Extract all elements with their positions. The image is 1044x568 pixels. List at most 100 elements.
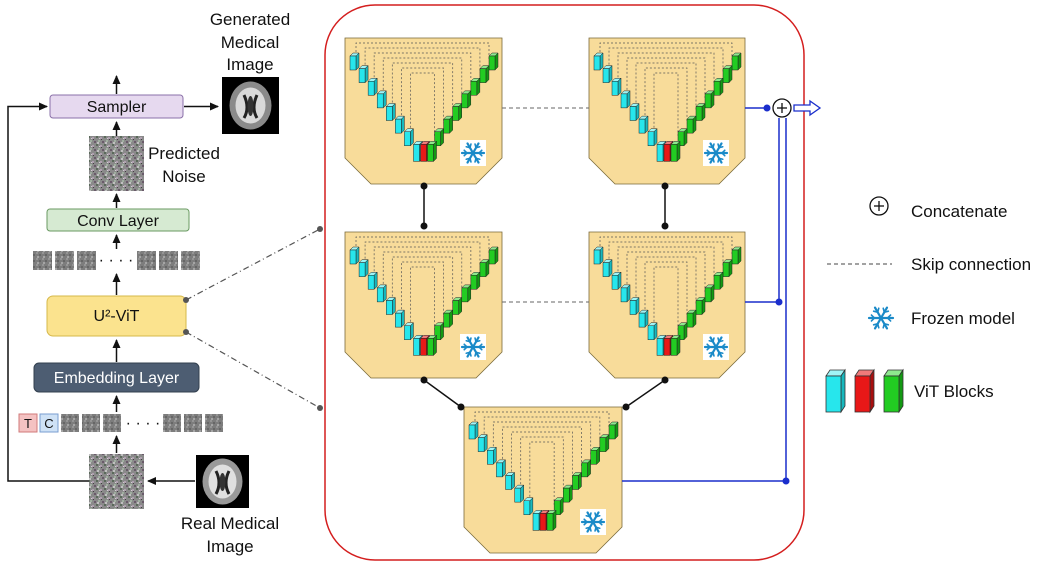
vit-block-cyan bbox=[468, 421, 479, 440]
sampler-box bbox=[49, 94, 184, 119]
vit-block-cyan bbox=[523, 497, 534, 516]
vit-block-green bbox=[553, 497, 564, 516]
legend-skip-connection: Skip connection bbox=[827, 255, 1031, 274]
vit-block-green bbox=[461, 284, 472, 303]
vit-block-cyan bbox=[376, 90, 387, 109]
vit-block-green bbox=[695, 296, 706, 316]
svg-text:Concatenate: Concatenate bbox=[911, 202, 1007, 221]
vit-block-cyan bbox=[394, 115, 405, 134]
vit-block-cyan bbox=[486, 446, 497, 465]
conv-layer-label: Conv Layer bbox=[77, 213, 159, 230]
vit-block-green bbox=[713, 271, 724, 290]
vit-block-green bbox=[571, 471, 583, 491]
vit-block-green bbox=[470, 271, 481, 290]
sampler-label: Sampler bbox=[87, 99, 147, 116]
vit-block-cyan bbox=[495, 459, 507, 478]
svg-text:ViT Blocks: ViT Blocks bbox=[914, 382, 994, 401]
vit-block-cyan bbox=[403, 128, 415, 147]
unet-module-top-right bbox=[588, 37, 746, 185]
svg-text:Generated: Generated bbox=[210, 10, 290, 29]
generated-brain-image bbox=[222, 77, 279, 134]
snowflake-icon bbox=[867, 306, 895, 330]
vit-block-green bbox=[670, 140, 681, 162]
conv-layer-box bbox=[46, 208, 190, 232]
vit-block-green-icon bbox=[883, 368, 904, 414]
zoom-line-top bbox=[185, 228, 321, 301]
token-row-bottom: T C · · · · bbox=[18, 413, 223, 433]
token-row-top: · · · · bbox=[33, 251, 200, 270]
vit-block-cyan bbox=[477, 434, 488, 453]
svg-text:· · · ·: · · · · bbox=[126, 415, 161, 432]
vit-block-cyan bbox=[620, 90, 631, 109]
vit-block-cyan bbox=[349, 52, 360, 71]
snowflake-icon bbox=[460, 142, 486, 164]
vit-block-green bbox=[731, 52, 742, 71]
svg-text:C: C bbox=[44, 416, 53, 431]
vit-block-cyan bbox=[638, 115, 649, 134]
vit-block-green bbox=[686, 115, 697, 134]
vit-block-cyan bbox=[629, 102, 640, 122]
vit-block-cyan bbox=[629, 296, 640, 316]
vit-block-green bbox=[722, 65, 733, 84]
legend: Concatenate Skip connection Frozen model bbox=[825, 196, 1031, 414]
vit-block-green bbox=[479, 65, 490, 84]
vit-block-cyan bbox=[385, 102, 396, 122]
vit-block-green bbox=[704, 90, 715, 109]
vit-block-green bbox=[695, 102, 706, 122]
vit-block-green bbox=[562, 484, 573, 503]
vit-block-green bbox=[461, 90, 472, 109]
vit-block-green bbox=[704, 284, 715, 303]
vit-block-cyan bbox=[638, 309, 649, 328]
unet-modules bbox=[344, 37, 746, 554]
vit-block-green bbox=[608, 421, 619, 440]
vit-block-green bbox=[433, 128, 445, 147]
u2vit-detail-frame bbox=[324, 4, 805, 561]
vit-block-green bbox=[670, 334, 681, 356]
vit-block-cyan bbox=[367, 271, 378, 290]
vit-block-green bbox=[488, 52, 499, 71]
svg-text:Noise: Noise bbox=[162, 167, 205, 186]
vit-block-green bbox=[677, 128, 688, 147]
real-brain-image bbox=[196, 455, 249, 508]
vit-block-cyan bbox=[611, 271, 622, 290]
vit-block-green bbox=[470, 77, 481, 96]
vit-block-green bbox=[452, 296, 463, 316]
vit-block-cyan bbox=[403, 322, 415, 341]
vit-block-green bbox=[479, 259, 490, 278]
vit-block-green bbox=[443, 115, 454, 134]
svg-text:Skip connection: Skip connection bbox=[911, 255, 1031, 274]
vit-block-cyan bbox=[647, 322, 658, 341]
vit-block-cyan bbox=[358, 259, 369, 278]
vit-block-green bbox=[546, 509, 557, 531]
svg-text:Image: Image bbox=[206, 537, 253, 556]
vit-block-cyan bbox=[620, 284, 631, 303]
vit-block-cyan bbox=[602, 65, 613, 84]
vit-block-green bbox=[599, 434, 610, 453]
vit-block-cyan-icon bbox=[825, 368, 846, 414]
predicted-noise-label: Predicted Noise bbox=[148, 144, 220, 186]
vit-block-cyan bbox=[367, 77, 378, 96]
loop-connector bbox=[7, 102, 89, 482]
svg-text:· · · ·: · · · · bbox=[99, 252, 134, 269]
unet-module-mid-left bbox=[344, 231, 503, 379]
vit-block-cyan bbox=[385, 296, 396, 316]
u2vit-box bbox=[46, 295, 187, 337]
snowflake-icon bbox=[703, 336, 729, 358]
vit-block-cyan bbox=[593, 52, 604, 71]
vit-block-green bbox=[426, 334, 438, 356]
vit-block-green bbox=[433, 322, 445, 341]
snowflake-icon bbox=[580, 511, 606, 533]
embedding-layer-box bbox=[33, 362, 200, 393]
generated-image-label: Generated Medical Image bbox=[210, 10, 290, 74]
real-image-label: Real Medical Image bbox=[181, 514, 279, 556]
legend-vit-blocks: ViT Blocks bbox=[825, 368, 994, 414]
svg-text:Frozen model: Frozen model bbox=[911, 309, 1015, 328]
vit-block-cyan bbox=[593, 246, 604, 265]
svg-text:Predicted: Predicted bbox=[148, 144, 220, 163]
vit-block-green bbox=[426, 140, 438, 162]
svg-text:Image: Image bbox=[226, 55, 273, 74]
vit-block-green bbox=[713, 77, 724, 96]
vit-block-cyan bbox=[504, 471, 516, 491]
vit-block-green bbox=[590, 446, 601, 465]
